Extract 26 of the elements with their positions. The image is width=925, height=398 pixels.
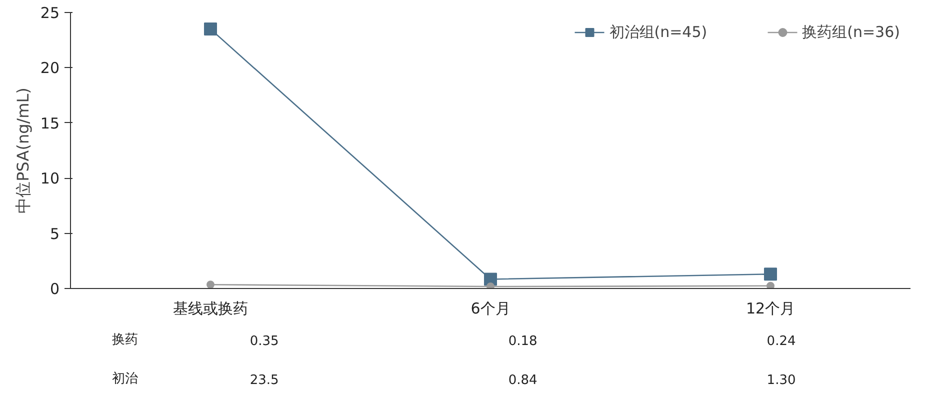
y-tick-label: 20 — [40, 59, 60, 78]
data-label: 0.84 — [508, 373, 538, 388]
y-tick-label: 15 — [40, 114, 60, 132]
point — [204, 22, 217, 36]
point — [206, 280, 214, 288]
x-tick-label: 基线或换药 — [173, 300, 248, 318]
point — [766, 282, 774, 288]
data-label: 0.24 — [766, 334, 796, 349]
legend-label: 初治组(n=45) — [609, 22, 708, 42]
y-tick-label: 10 — [40, 170, 60, 188]
text: 初治 — [112, 372, 138, 386]
point — [486, 282, 494, 288]
y-axis-title: 中位PSA(ng/mL) — [13, 88, 32, 214]
x-tick-label: 12个月 — [746, 300, 796, 318]
x-tick-label: 6个月 — [470, 300, 510, 318]
y-tick-label: 0 — [50, 280, 60, 298]
y-tick-label: 5 — [50, 224, 60, 243]
point — [484, 272, 497, 286]
point — [764, 268, 777, 281]
data-label: 0.18 — [508, 334, 538, 349]
legend-label: 换药组(n=36) — [802, 22, 900, 42]
data-label: 1.30 — [766, 373, 796, 388]
data-label: 23.5 — [250, 373, 279, 388]
text: 换药 — [112, 332, 138, 348]
y-tick-label: 25 — [40, 4, 60, 22]
data-label: 0.35 — [250, 334, 279, 349]
